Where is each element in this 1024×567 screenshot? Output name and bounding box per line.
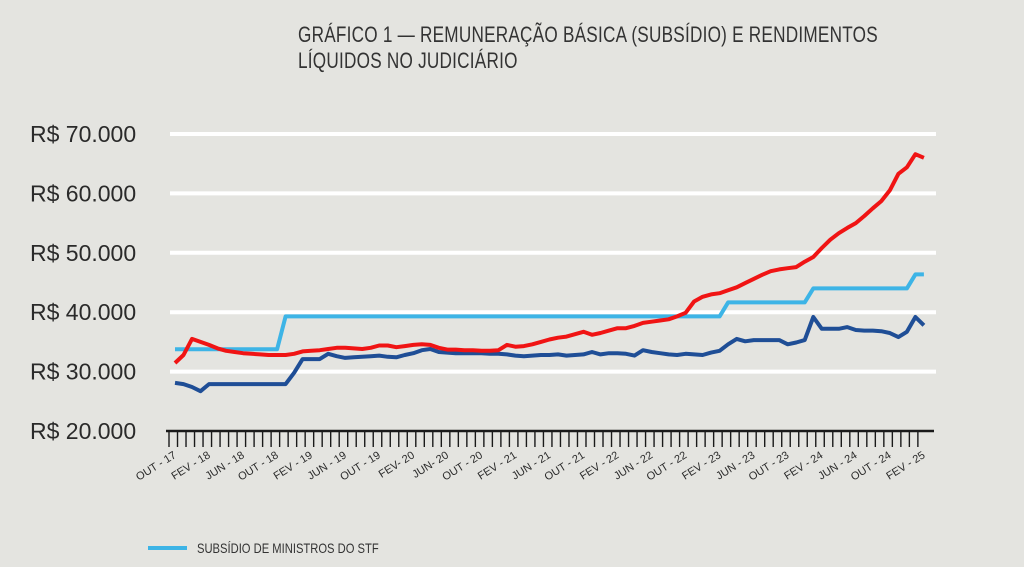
y-tick-label: R$ 20.000	[30, 418, 136, 444]
stf-subsidy-line	[175, 272, 924, 352]
x-tick-label: FEV- 20	[377, 449, 417, 480]
x-tick-label: FEV - 25	[884, 449, 927, 482]
y-tick-label: R$ 30.000	[30, 359, 136, 385]
series-lines	[173, 152, 926, 394]
x-tick-label: OUT - 17	[134, 449, 179, 483]
legend-swatch-stf-subsidy	[148, 546, 187, 550]
y-tick-label: R$ 40.000	[30, 299, 136, 325]
dark-blue-series-line	[174, 315, 926, 394]
chart-title-line-1: GRÁFICO 1 — REMUNERAÇÃO BÁSICA (SUBSÍDIO…	[298, 22, 878, 47]
y-axis-labels: R$ 20.000 R$ 30.000 R$ 40.000 R$ 50.000 R$ 6…	[30, 121, 136, 444]
y-tick-label: R$ 60.000	[30, 180, 136, 206]
chart-title: GRÁFICO 1 — REMUNERAÇÃO BÁSICA (SUBSÍDIO…	[298, 22, 878, 74]
chart-title-line-2: LÍQUIDOS NO JUDICIÁRIO	[298, 48, 518, 73]
y-tick-label: R$ 70.000	[30, 121, 136, 147]
y-tick-label: R$ 50.000	[30, 240, 136, 266]
legend: SUBSÍDIO DE MINISTROS DO STF	[148, 540, 424, 556]
red-series-line	[173, 152, 925, 365]
gridlines	[170, 132, 936, 374]
legend-label-stf-subsidy: SUBSÍDIO DE MINISTROS DO STF	[197, 540, 379, 556]
